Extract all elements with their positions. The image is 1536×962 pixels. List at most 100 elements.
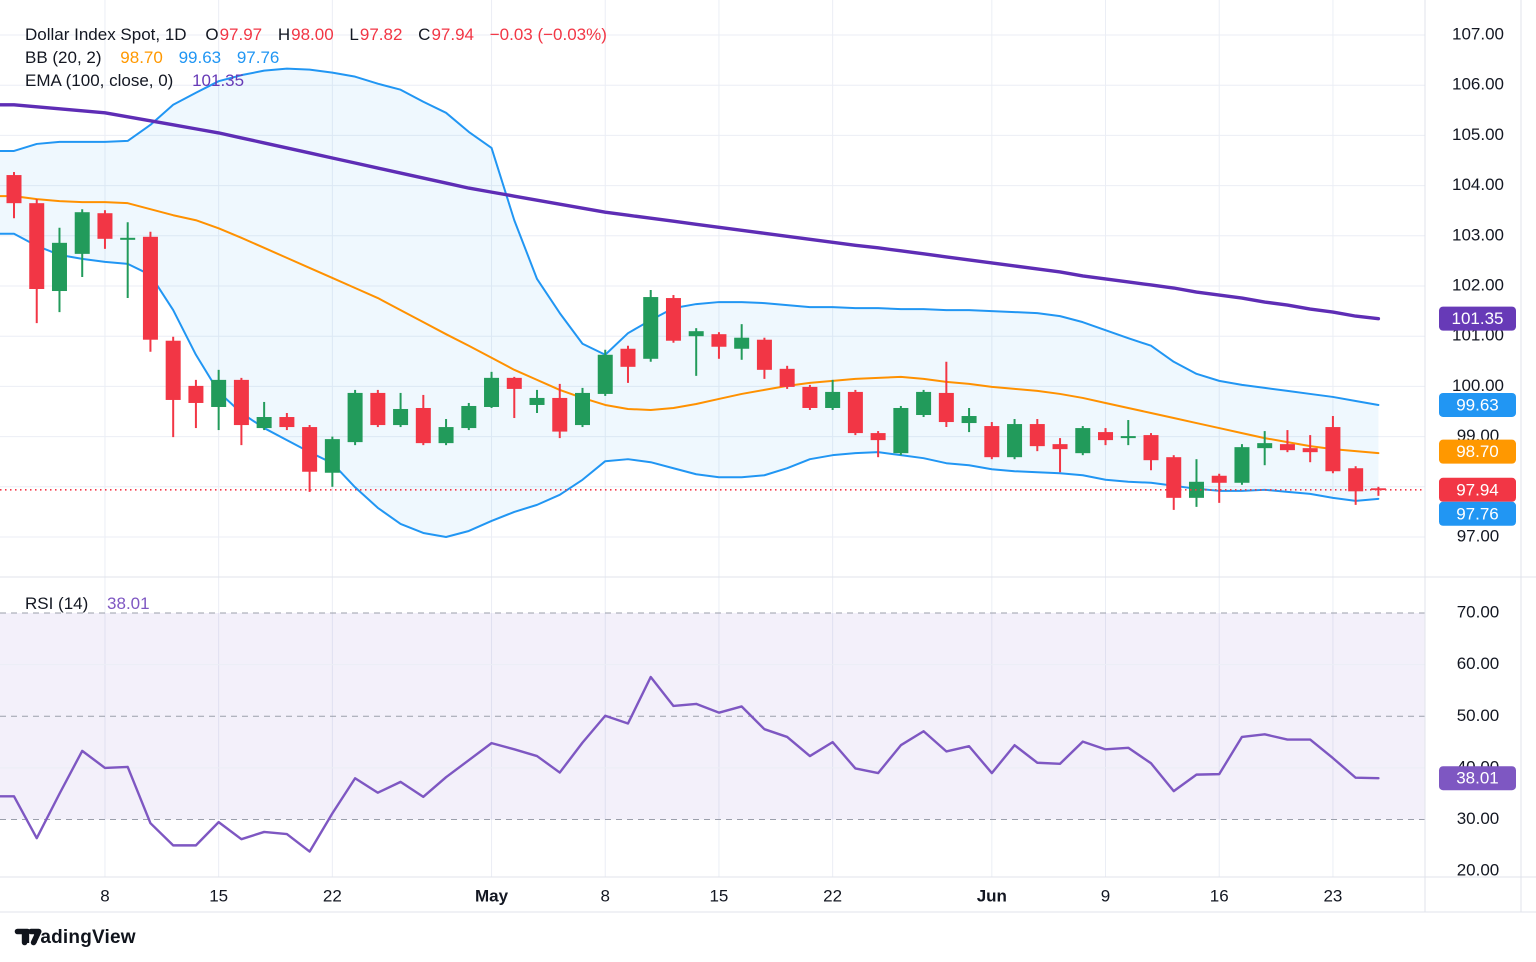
svg-text:106.00: 106.00 <box>1452 75 1504 94</box>
bollinger-fill <box>0 68 1379 537</box>
candle <box>120 237 136 240</box>
candle <box>188 385 204 403</box>
candle <box>620 348 636 367</box>
candle <box>665 298 681 341</box>
tradingview-attribution[interactable]: TradingView <box>14 922 136 954</box>
svg-text:16: 16 <box>1210 886 1229 905</box>
bollinger-middle-line <box>0 195 1380 455</box>
candle <box>324 439 340 473</box>
bb-lower-value: 97.76 <box>236 48 280 67</box>
tradingview-logo-icon <box>14 928 42 946</box>
candle <box>97 213 113 239</box>
svg-text:22: 22 <box>323 886 342 905</box>
candle <box>165 340 181 400</box>
rsi-value: 38.01 <box>107 594 150 613</box>
rsi-band <box>0 613 1425 820</box>
candle <box>51 242 67 292</box>
tradingview-brand-text: TradingView <box>22 927 136 948</box>
svg-text:Jun: Jun <box>977 886 1007 905</box>
svg-text:8: 8 <box>601 886 610 905</box>
candle <box>74 212 90 254</box>
candle <box>1325 427 1341 472</box>
candle <box>643 297 659 359</box>
candle <box>211 379 227 407</box>
svg-text:103.00: 103.00 <box>1452 225 1504 244</box>
candle <box>1029 424 1045 447</box>
high-value: 98.00 <box>291 25 334 44</box>
svg-text:22: 22 <box>823 886 842 905</box>
ema-legend-row[interactable]: EMA (100, close, 0) 101.35 <box>25 69 607 92</box>
candle <box>256 417 272 429</box>
symbol-title: Dollar Index Spot, 1D <box>25 25 187 44</box>
svg-text:20.00: 20.00 <box>1457 861 1500 880</box>
time-axis[interactable]: 8 15 22 May 8 15 22 Jun 9 16 23 <box>100 886 1342 905</box>
candle <box>961 416 977 424</box>
svg-text:70.00: 70.00 <box>1457 602 1500 621</box>
open-label: O <box>205 25 219 44</box>
candle <box>393 408 409 426</box>
symbol-legend-row[interactable]: Dollar Index Spot, 1D O97.97 H98.00 L97.… <box>25 23 607 46</box>
candle <box>529 397 545 405</box>
candle <box>1052 444 1068 450</box>
svg-text:100.00: 100.00 <box>1452 376 1504 395</box>
main-legend: Dollar Index Spot, 1D O97.97 H98.00 L97.… <box>25 23 607 92</box>
candle <box>484 377 500 407</box>
bb-legend-row[interactable]: BB (20, 2) 98.70 99.63 97.76 <box>25 46 607 69</box>
candle <box>802 386 818 408</box>
svg-text:97.00: 97.00 <box>1457 526 1500 545</box>
candle <box>1211 475 1227 483</box>
low-label: L <box>349 25 359 44</box>
candle <box>734 337 750 349</box>
rsi-legend-row[interactable]: RSI (14) 38.01 <box>25 592 161 615</box>
bb-label: BB (20, 2) <box>25 48 102 67</box>
rsi-legend: RSI (14) 38.01 <box>25 592 161 615</box>
candle <box>688 331 704 337</box>
candle <box>279 417 295 428</box>
candle <box>347 392 363 443</box>
svg-text:9: 9 <box>1101 886 1110 905</box>
svg-text:15: 15 <box>209 886 228 905</box>
candle <box>756 339 772 370</box>
svg-text:60.00: 60.00 <box>1457 654 1500 673</box>
candle <box>1348 468 1364 492</box>
svg-text:101.35: 101.35 <box>1452 309 1504 328</box>
candle <box>506 377 522 389</box>
price-badge <box>1439 392 1516 417</box>
candle <box>870 433 886 441</box>
ema-value: 101.35 <box>192 71 245 90</box>
rsi-pane[interactable] <box>0 612 1425 853</box>
close-label: C <box>418 25 431 44</box>
candle <box>847 391 863 434</box>
candle <box>1302 448 1318 453</box>
price-badge <box>1439 439 1516 464</box>
candle <box>29 203 45 290</box>
candle <box>142 236 158 340</box>
svg-text:38.01: 38.01 <box>1456 769 1499 788</box>
low-value: 97.82 <box>359 25 403 44</box>
svg-text:23: 23 <box>1323 886 1342 905</box>
candle <box>779 368 795 387</box>
candle <box>1257 443 1273 449</box>
svg-text:99.63: 99.63 <box>1456 395 1499 414</box>
candle <box>1120 436 1136 439</box>
candle <box>916 391 932 416</box>
main-pane[interactable] <box>0 67 1425 538</box>
svg-text:102.00: 102.00 <box>1452 275 1504 294</box>
candle <box>597 354 613 394</box>
candle <box>552 397 568 432</box>
price-axis[interactable]: 107.00 106.00 105.00 104.00 103.00 102.00 101.… <box>1439 24 1516 880</box>
candle <box>438 427 454 444</box>
candle <box>233 379 249 426</box>
svg-text:May: May <box>475 886 509 905</box>
close-value: 97.94 <box>431 25 474 44</box>
price-badge <box>1439 477 1516 502</box>
candle <box>6 175 22 204</box>
change-value: −0.03 (−0.03%) <box>489 25 607 44</box>
svg-text:30.00: 30.00 <box>1457 809 1500 828</box>
candle <box>893 407 909 454</box>
candle <box>461 405 477 429</box>
candle <box>711 334 727 347</box>
svg-text:97.94: 97.94 <box>1456 480 1499 499</box>
